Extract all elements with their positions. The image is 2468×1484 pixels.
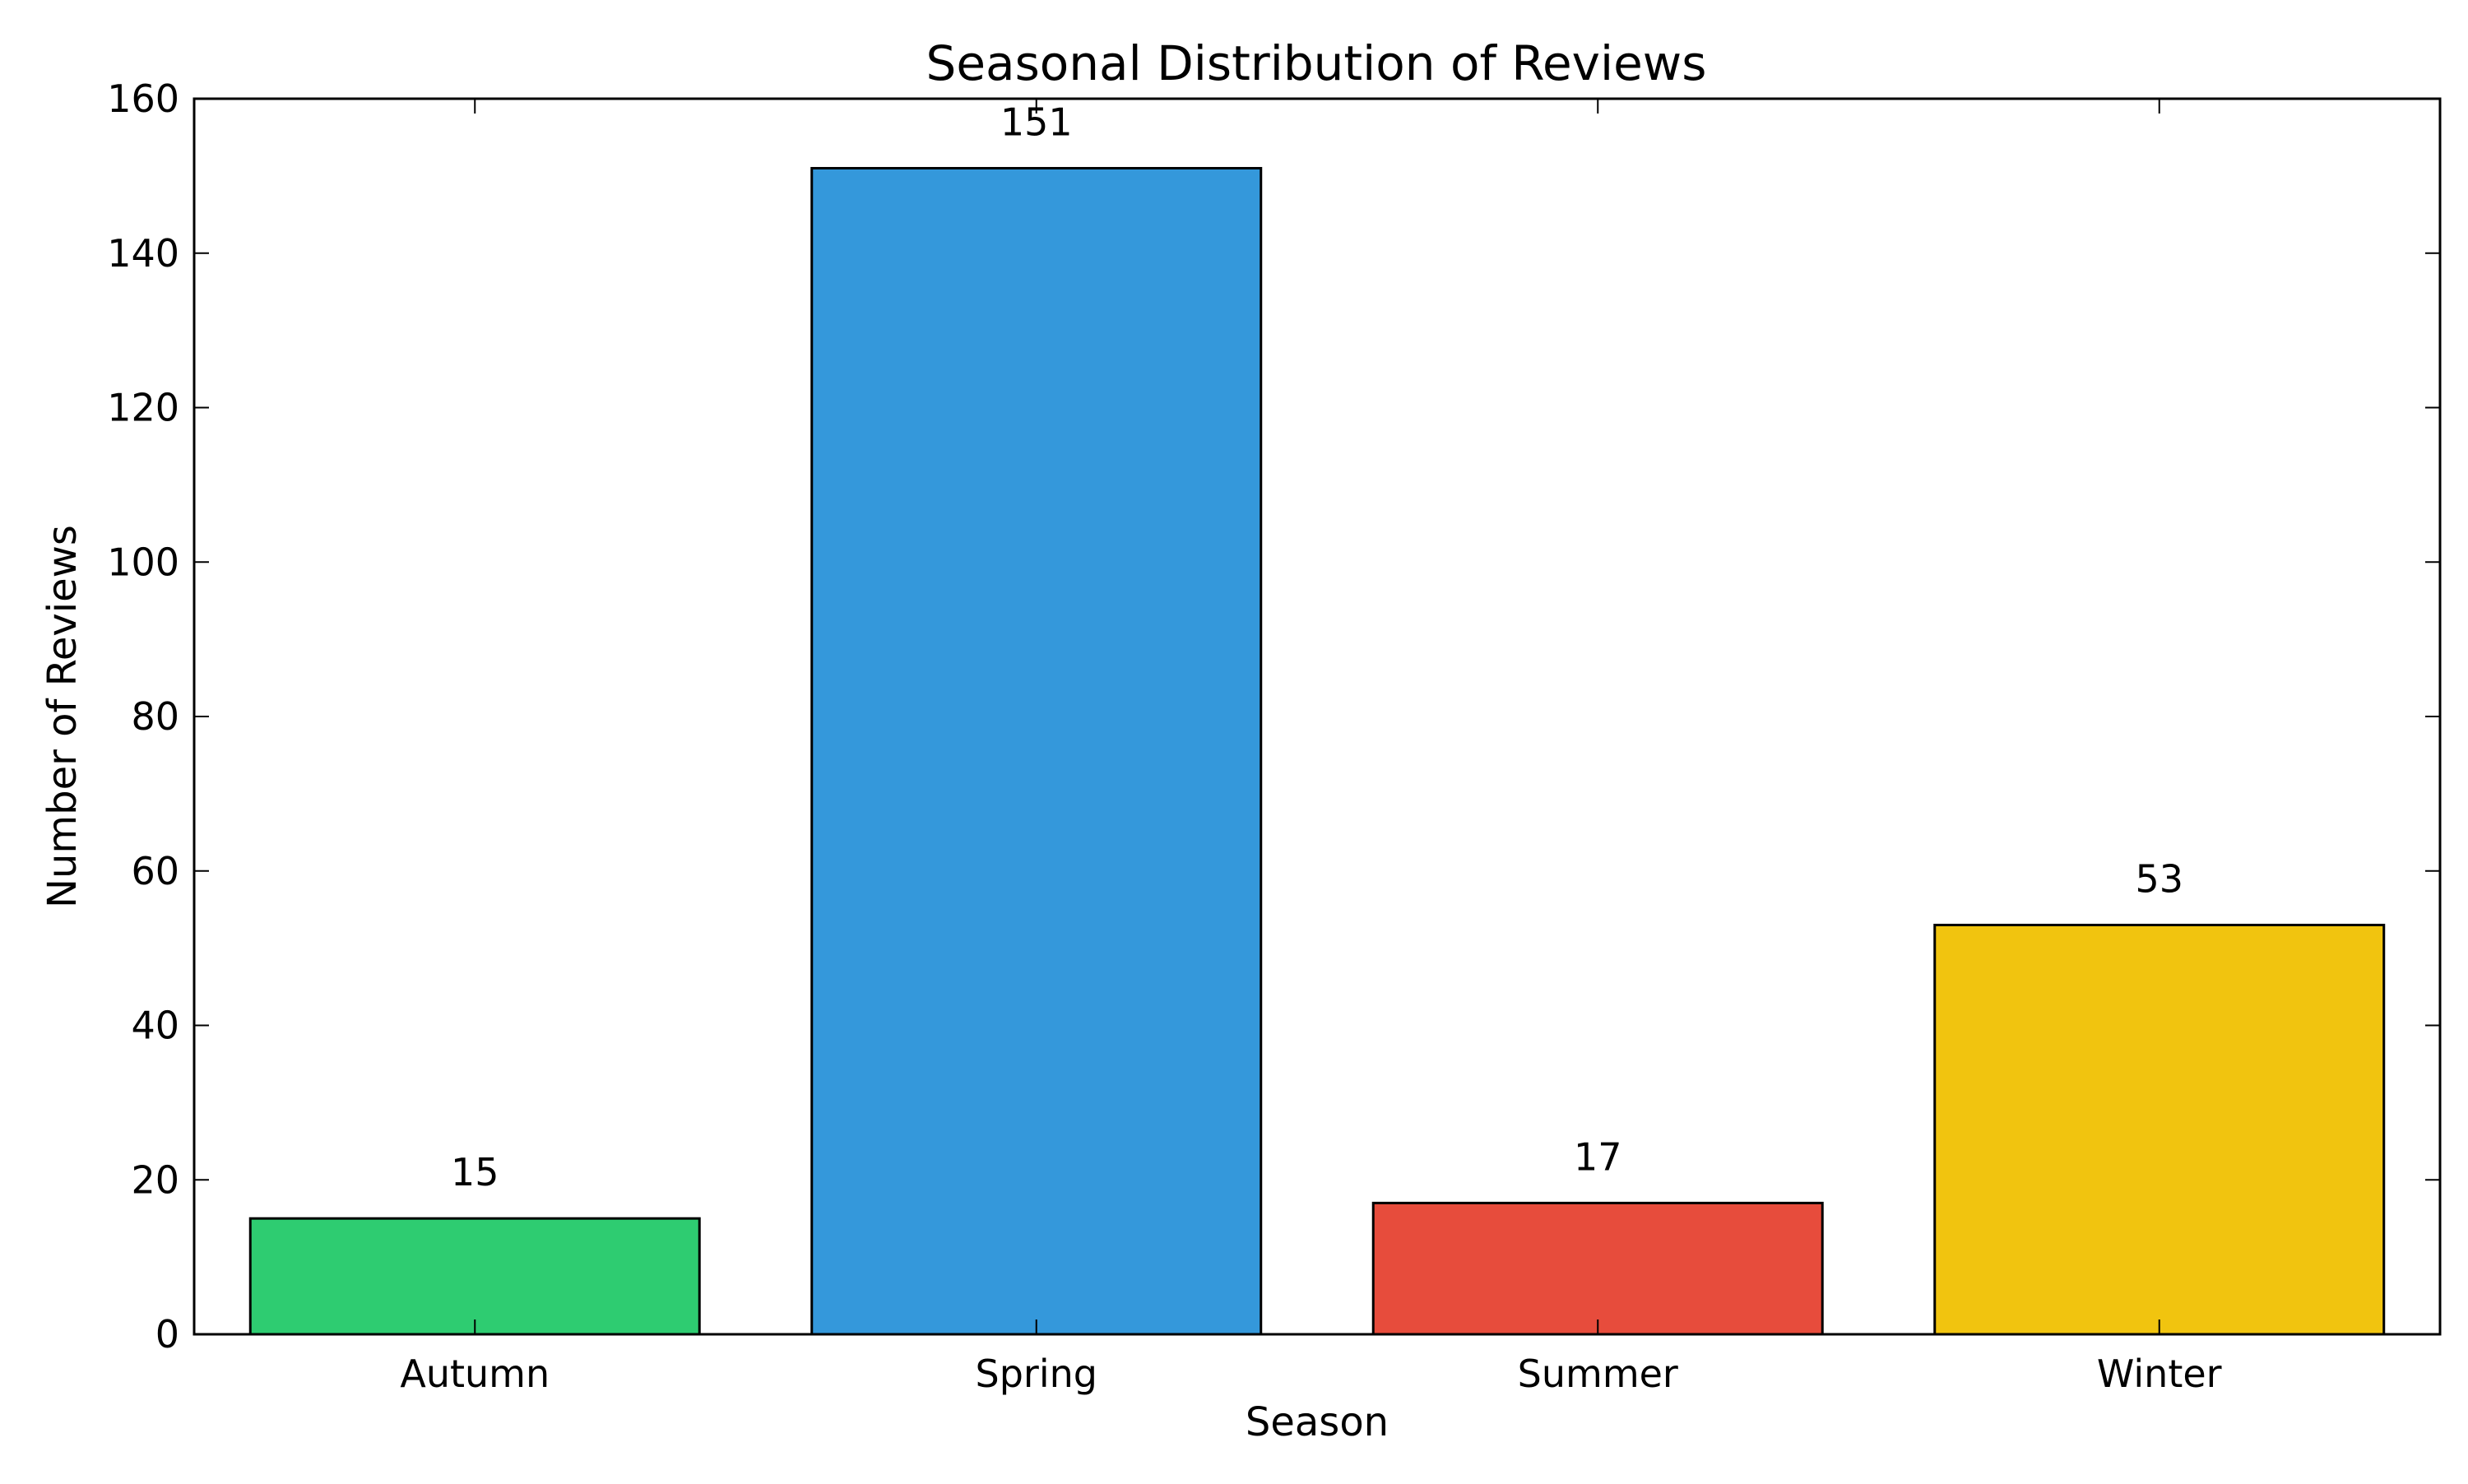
y-tick-label-140: 140	[107, 231, 179, 276]
bar-summer	[1371, 1201, 1824, 1336]
y-tick-label-0: 0	[155, 1312, 179, 1356]
ticks-layer: Autumn Spring Summer Winter 0 20 40 60 80 100 120 1…	[107, 77, 2440, 1396]
x-tick-label-spring: Spring	[976, 1352, 1097, 1396]
y-tick-label-80: 80	[131, 694, 179, 739]
x-tick-label-winter: Winter	[2097, 1352, 2222, 1396]
x-axis-label: Season	[1246, 1399, 1389, 1445]
value-label-autumn: 15	[451, 1150, 499, 1194]
bar-autumn	[248, 1217, 701, 1336]
bar-spring	[810, 166, 1263, 1336]
bar-winter	[1933, 923, 2386, 1336]
chart-title: Seasonal Distribution of Reviews	[926, 35, 1707, 91]
x-tick-label-summer: Summer	[1518, 1352, 1678, 1396]
y-axis-label: Number of Reviews	[39, 525, 86, 908]
y-tick-label-60: 60	[131, 849, 179, 893]
y-tick-label-100: 100	[107, 540, 179, 584]
y-tick-label-40: 40	[131, 1004, 179, 1048]
value-label-winter: 53	[2135, 856, 2183, 901]
y-tick-label-20: 20	[131, 1157, 179, 1202]
x-tick-label-autumn: Autumn	[400, 1352, 550, 1396]
y-tick-label-160: 160	[107, 77, 179, 121]
y-tick-label-120: 120	[107, 386, 179, 430]
value-label-summer: 17	[1574, 1134, 1622, 1179]
